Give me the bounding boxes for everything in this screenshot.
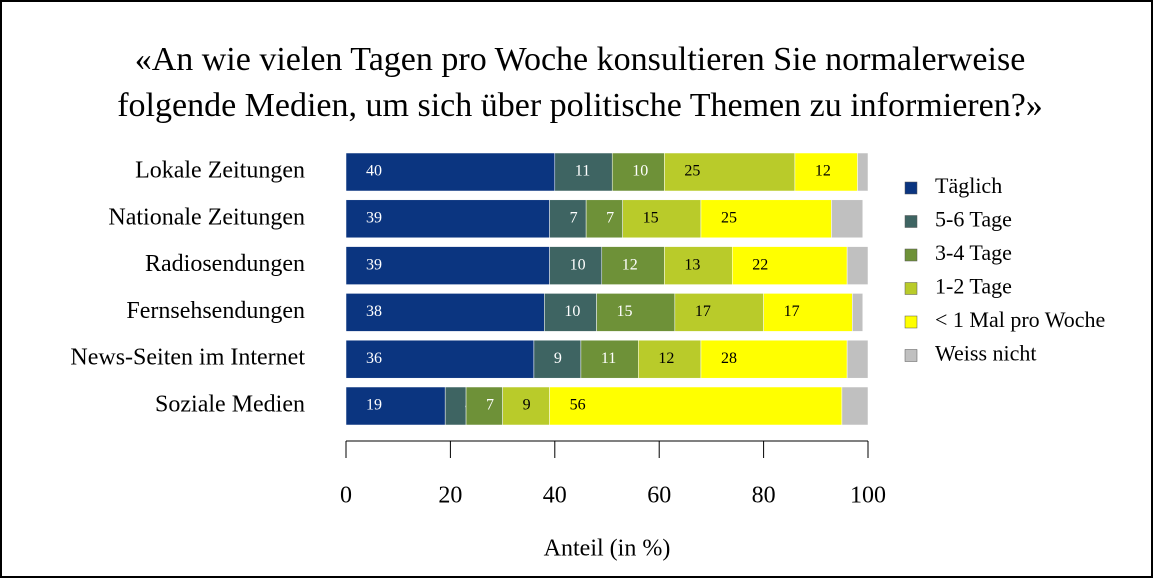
legend-swatch <box>904 282 918 295</box>
y-tick-label: News-Seiten im Internet <box>70 345 305 371</box>
data-label: 9 <box>554 350 562 367</box>
legend-label: 1-2 Tage <box>935 274 1012 299</box>
bar-segment <box>544 293 597 332</box>
chart-title: folgende Medien, um sich über politische… <box>117 87 1043 124</box>
data-label: 38 <box>366 303 382 320</box>
data-label: 15 <box>617 303 633 320</box>
bar-segment <box>852 293 864 332</box>
bar-segment <box>580 339 639 379</box>
data-label: 7 <box>486 397 494 414</box>
data-label: 22 <box>752 256 768 273</box>
y-tick-label: Lokale Zeitungen <box>135 158 305 184</box>
bar-segment <box>611 152 665 192</box>
bar-segment <box>846 246 869 285</box>
bar-segment <box>601 246 665 285</box>
bar-segment <box>700 339 848 379</box>
bar-segment <box>857 152 869 192</box>
bar-segment <box>794 152 858 192</box>
bar-segment <box>831 199 864 239</box>
legend-swatch <box>904 215 918 228</box>
x-tick-label: 20 <box>438 483 462 509</box>
legend-swatch <box>904 349 918 362</box>
bar-segment <box>345 386 446 426</box>
bar-segment <box>502 386 550 426</box>
data-label: 25 <box>721 209 737 226</box>
data-label: 12 <box>658 350 674 367</box>
data-label: 56 <box>570 397 586 414</box>
data-label: 10 <box>632 163 648 180</box>
bar-segment <box>585 199 623 239</box>
bar-segment <box>763 293 853 332</box>
bar-segment <box>533 339 582 379</box>
x-axis-label: Anteil (in %) <box>544 536 671 562</box>
bar-segment <box>664 246 733 285</box>
x-tick-label: 60 <box>647 483 671 509</box>
x-tick-label: 40 <box>543 483 567 509</box>
bar-segment <box>345 152 556 192</box>
bar-segment <box>554 152 613 192</box>
bar-segment <box>841 386 869 426</box>
data-label: 15 <box>643 209 659 226</box>
data-label: 13 <box>684 256 700 273</box>
bar-segment <box>444 386 467 426</box>
bar-segment <box>345 293 545 332</box>
x-tick-label: 80 <box>752 483 776 509</box>
data-label: 39 <box>366 209 382 226</box>
data-label: 7 <box>606 209 614 226</box>
bar-segment <box>664 152 796 192</box>
legend-label: 3-4 Tage <box>935 240 1012 265</box>
data-label: 11 <box>575 163 590 180</box>
y-tick-label: Radiosendungen <box>145 251 305 277</box>
data-label: 12 <box>815 163 831 180</box>
data-label: 11 <box>601 350 616 367</box>
y-tick-label: Nationale Zeitungen <box>108 204 305 230</box>
bar-segment <box>345 339 535 379</box>
data-label: 25 <box>684 163 700 180</box>
data-label: 40 <box>366 163 382 180</box>
data-label: 10 <box>570 256 586 273</box>
bar-segment <box>674 293 764 332</box>
bar-segment <box>345 199 550 239</box>
legend-label: Täglich <box>935 173 1002 198</box>
data-label: 12 <box>622 256 638 273</box>
bar-segment <box>732 246 848 285</box>
bar-segment <box>846 339 869 379</box>
data-label: 17 <box>695 303 711 320</box>
legend-swatch <box>904 315 918 329</box>
data-label: 17 <box>784 303 800 320</box>
bar-segment <box>549 199 587 239</box>
bar-segment <box>622 199 702 239</box>
chart-title: «An wie vielen Tagen pro Woche konsultie… <box>135 41 1026 78</box>
bar-segment <box>345 246 550 285</box>
data-label: 7 <box>570 209 578 226</box>
data-label: 19 <box>366 397 382 414</box>
data-label: 10 <box>564 303 580 320</box>
data-label: 39 <box>366 256 382 273</box>
y-tick-label: Soziale Medien <box>155 392 305 418</box>
x-tick-label: 100 <box>850 483 886 509</box>
legend-label: Weiss nicht <box>935 341 1037 366</box>
legend-label: < 1 Mal pro Woche <box>935 307 1105 332</box>
bar-segment <box>596 293 676 332</box>
data-label: 36 <box>366 350 382 367</box>
data-label: 28 <box>721 350 737 367</box>
bar-segment <box>465 386 503 426</box>
data-label: 9 <box>523 397 531 414</box>
bar-segment <box>549 386 843 426</box>
x-tick-label: 0 <box>340 483 352 509</box>
legend-label: 5-6 Tage <box>935 207 1012 232</box>
y-tick-label: Fernsehsendungen <box>126 298 305 324</box>
bar-segment <box>700 199 832 239</box>
legend-swatch <box>904 181 918 195</box>
legend-swatch <box>904 248 918 262</box>
bar-segment <box>638 339 702 379</box>
